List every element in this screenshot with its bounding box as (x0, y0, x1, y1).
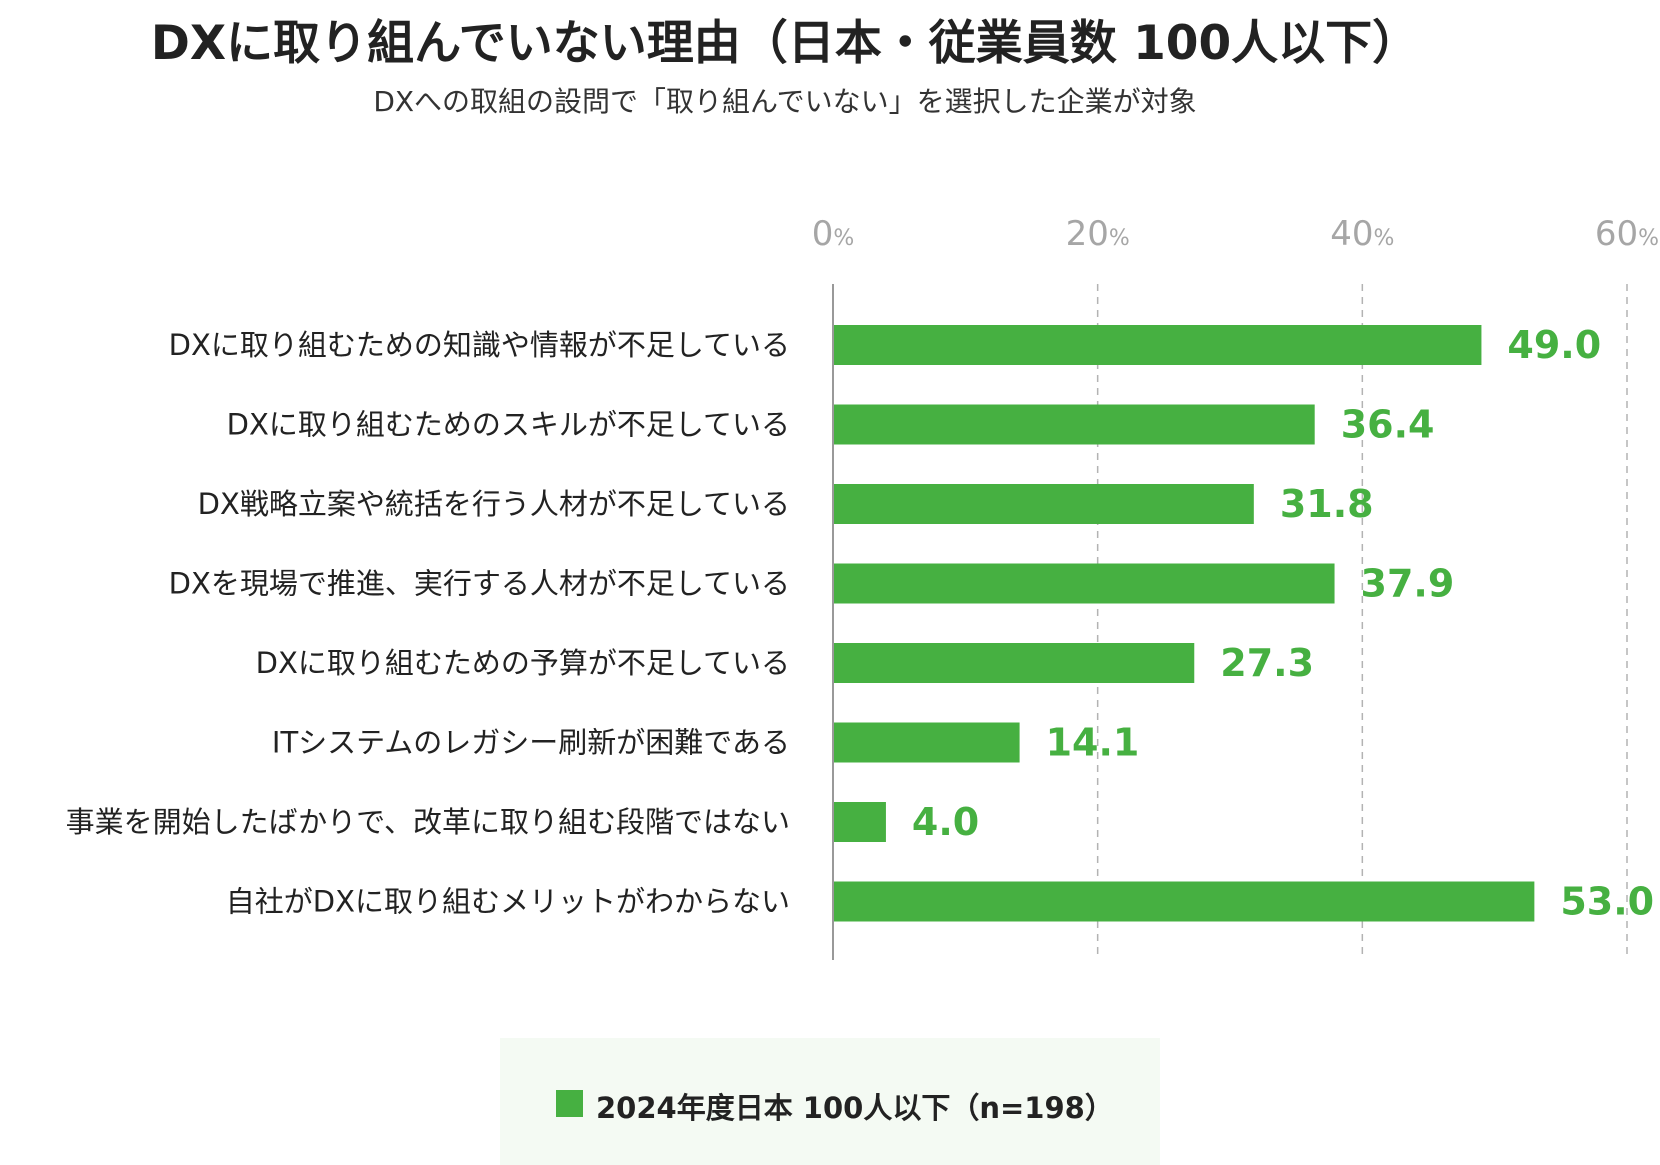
x-tick-number: 60 (1595, 214, 1638, 254)
bar (833, 802, 886, 842)
grid-lines (1096, 284, 1628, 960)
category-label: DXに取り組むための予算が不足している (256, 646, 790, 680)
legend-swatch (556, 1090, 583, 1117)
x-tick-number: 0 (812, 214, 834, 254)
x-tick-label: 60% (1595, 214, 1659, 254)
category-labels: DXに取り組むための知識や情報が不足している DXに取り組むためのスキルが不足して… (66, 328, 790, 919)
value-label: 49.0 (1507, 323, 1601, 367)
value-labels: 49.0 36.4 31.8 37.9 27.3 14.1 4.0 53.0 (912, 323, 1654, 924)
x-tick-number: 20 (1066, 214, 1109, 254)
bars (833, 325, 1535, 922)
x-tick-number: 40 (1330, 214, 1373, 254)
x-axis-ticks: 0% 20% 40% 60% (812, 214, 1659, 254)
category-label: DXに取り組むためのスキルが不足している (227, 408, 790, 442)
legend-label: 2024年度日本 100人以下（n=198） (596, 1091, 1114, 1125)
legend: 2024年度日本 100人以下（n=198） (500, 1038, 1160, 1165)
x-tick-label: 0% (812, 214, 855, 254)
value-label: 31.8 (1280, 482, 1374, 526)
bar (833, 643, 1195, 683)
value-label: 53.0 (1560, 880, 1654, 924)
x-tick-label: 40% (1330, 214, 1394, 254)
bar (833, 484, 1254, 524)
chart-title: DXに取り組んでいない理由（日本・従業員数 100人以下） (150, 16, 1420, 71)
bar (833, 563, 1335, 604)
x-tick-unit: % (1638, 226, 1659, 251)
value-label: 27.3 (1220, 641, 1314, 685)
category-label: DXを現場で推進、実行する人材が不足している (169, 567, 790, 601)
value-label: 14.1 (1046, 721, 1140, 765)
value-label: 37.9 (1361, 562, 1455, 606)
value-label: 4.0 (912, 800, 979, 844)
category-label: DXに取り組むための知識や情報が不足している (169, 328, 790, 362)
bar (833, 325, 1482, 365)
bar (833, 404, 1315, 445)
category-label: ITシステムのレガシー刷新が困難である (272, 726, 790, 760)
category-label: 事業を開始したばかりで、改革に取り組む段階ではない (66, 805, 790, 839)
chart-subtitle: DXへの取組の設問で「取り組んでいない」を選択した企業が対象 (373, 85, 1197, 118)
bar-chart: 0% 20% 40% 60% DXに取り組むための知識や情報が不足しているDXに取り組… (66, 214, 1659, 960)
value-label: 36.4 (1341, 403, 1435, 447)
bar (833, 881, 1535, 922)
x-tick-unit: % (833, 226, 854, 251)
x-tick-unit: % (1109, 226, 1130, 251)
bar (833, 722, 1020, 763)
x-tick-label: 20% (1066, 214, 1130, 254)
category-label: DX戦略立案や統括を行う人材が不足している (198, 487, 790, 521)
x-tick-unit: % (1374, 226, 1395, 251)
category-label: 自社がDXに取り組むメリットがわからない (226, 885, 790, 919)
